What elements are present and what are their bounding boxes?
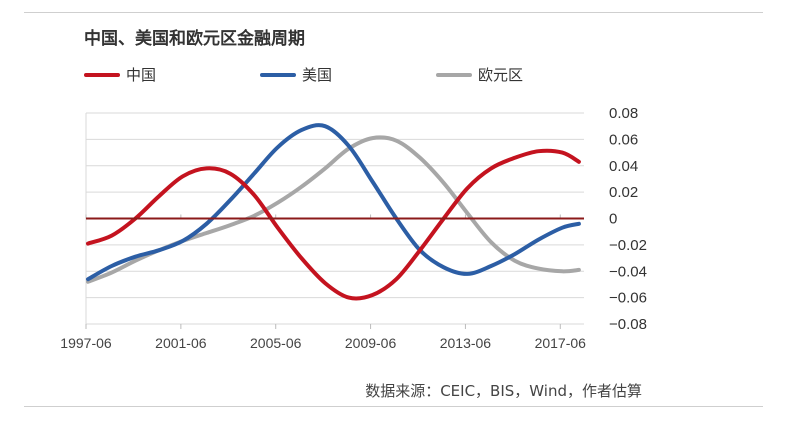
y-tick-label: −0.08 [609, 316, 647, 333]
legend-swatch-china [84, 72, 120, 77]
x-tick-label: 2001-06 [155, 335, 207, 351]
legend-label-euro: 欧元区 [478, 66, 524, 84]
x-tick-label: 2017-06 [535, 335, 587, 351]
bottom-rule [24, 406, 763, 407]
y-tick-label: −0.04 [609, 263, 647, 280]
series-line-us [86, 123, 581, 282]
legend-label-us: 美国 [302, 66, 333, 84]
y-tick-label: 0 [609, 211, 617, 228]
top-rule [24, 12, 763, 13]
legend-label-china: 中国 [126, 66, 157, 84]
y-tick-label: −0.06 [609, 290, 647, 307]
source-note: 数据来源：CEIC，BIS，Wind，作者估算 [365, 382, 642, 400]
y-tick-label: 0.06 [609, 131, 638, 148]
series-line-china [86, 148, 581, 301]
x-tick-label: 2013-06 [440, 335, 492, 351]
legend-swatch-euro [436, 72, 472, 77]
legend: 中国 美国 欧元区 [84, 64, 523, 85]
legend-item-euro: 欧元区 [436, 64, 523, 85]
x-tick-label: 2005-06 [250, 335, 302, 351]
y-tick-label: 0.02 [609, 184, 638, 201]
x-tick-label: 1997-06 [60, 335, 112, 351]
legend-swatch-us [260, 72, 296, 77]
chart-title: 中国、美国和欧元区金融周期 [84, 29, 305, 49]
legend-item-us: 美国 [260, 64, 436, 85]
x-tick-label: 2009-06 [345, 335, 397, 351]
y-tick-label: −0.02 [609, 237, 647, 254]
legend-item-china: 中国 [84, 64, 260, 85]
y-tick-label: 0.08 [609, 105, 638, 122]
y-tick-label: 0.04 [609, 158, 638, 175]
